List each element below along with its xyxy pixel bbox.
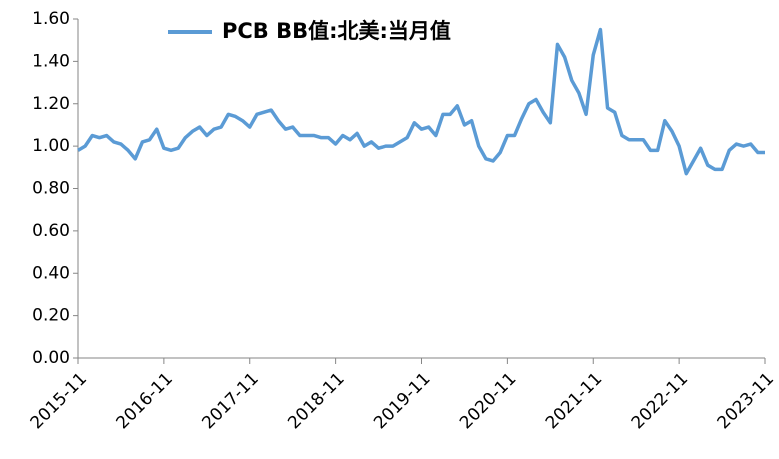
x-tick-label: 2023-11 — [714, 369, 778, 433]
y-tick-label: 0.20 — [32, 306, 70, 326]
x-tick-label: 2020-11 — [456, 369, 520, 433]
x-tick-label: 2021-11 — [542, 369, 606, 433]
y-tick-label: 1.00 — [32, 136, 70, 156]
y-tick-label: 0.60 — [32, 221, 70, 241]
x-tick-label: 2019-11 — [370, 369, 434, 433]
data-line — [77, 27, 765, 176]
y-tick-label: 1.60 — [32, 9, 70, 29]
y-tick-label: 1.20 — [32, 94, 70, 114]
x-tick-label: 2016-11 — [113, 369, 177, 433]
x-tick-label: 2017-11 — [198, 369, 262, 433]
y-tick-label: 0.00 — [32, 348, 70, 368]
y-tick-label: 0.40 — [32, 263, 70, 283]
x-tick-label: 2018-11 — [284, 369, 348, 433]
y-tick-label: 1.40 — [32, 51, 70, 71]
legend-label: PCB BB值:北美:当月值 — [222, 19, 451, 43]
y-tick-label: 0.80 — [32, 179, 70, 199]
x-tick-label: 2015-11 — [27, 369, 91, 433]
x-tick-label: 2022-11 — [628, 369, 692, 433]
